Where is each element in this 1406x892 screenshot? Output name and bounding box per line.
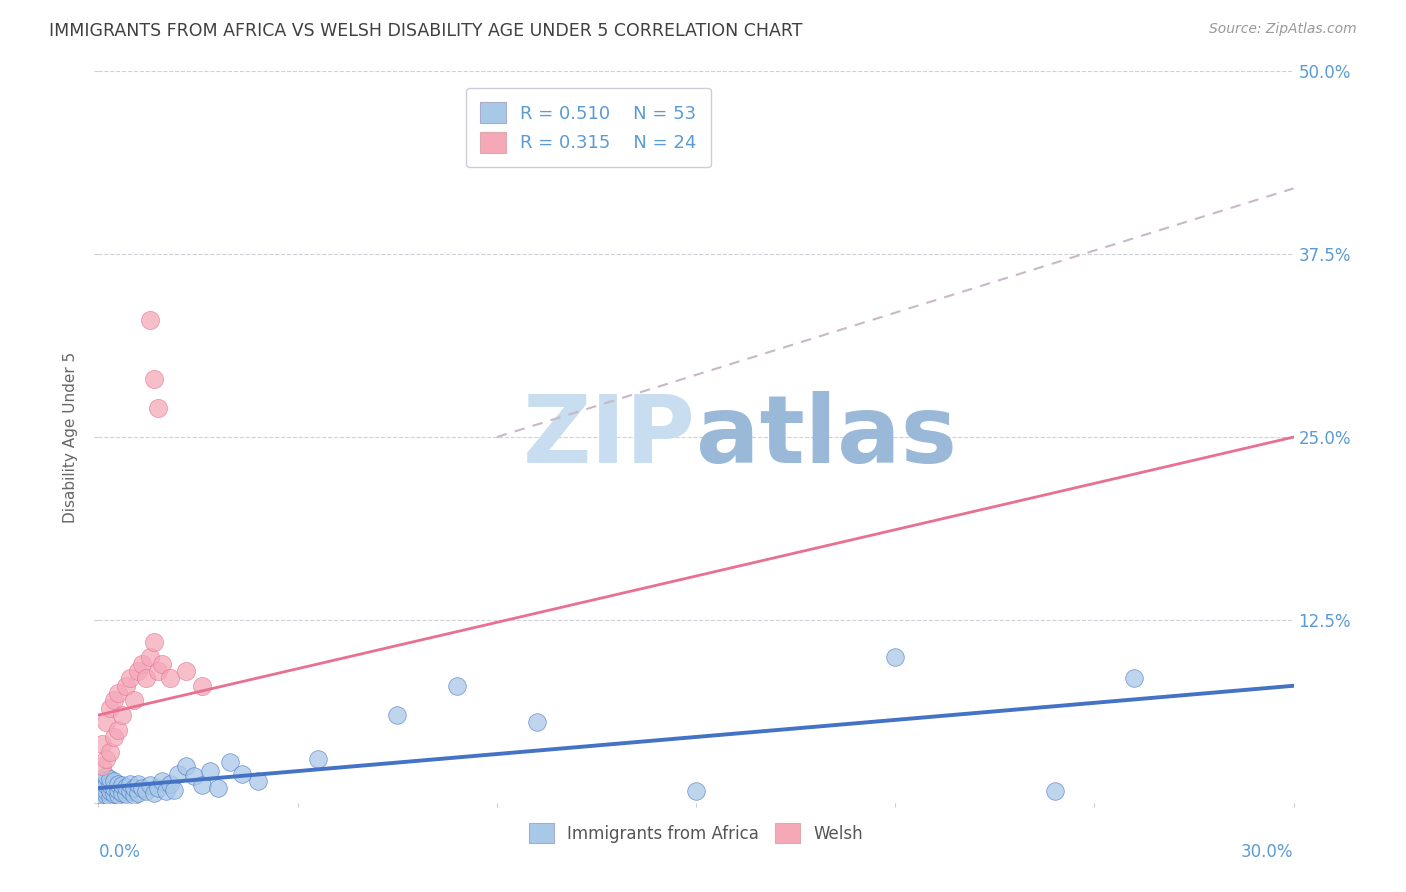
Point	[219, 755, 242, 769]
Point	[685, 784, 707, 798]
Point	[96, 784, 118, 798]
Point	[127, 664, 149, 678]
Point	[884, 649, 907, 664]
Legend: Immigrants from Africa, Welsh: Immigrants from Africa, Welsh	[522, 817, 870, 849]
Point	[174, 759, 197, 773]
Point	[148, 781, 170, 796]
Point	[98, 745, 122, 759]
Point	[107, 686, 129, 700]
Point	[143, 786, 166, 800]
Point	[96, 752, 118, 766]
Point	[143, 635, 166, 649]
Point	[127, 777, 149, 791]
Point	[155, 784, 177, 798]
Point	[191, 778, 214, 792]
Point	[91, 759, 114, 773]
Point	[107, 723, 129, 737]
Point	[131, 781, 153, 796]
Point	[96, 789, 118, 803]
Point	[124, 693, 146, 707]
Point	[120, 777, 142, 791]
Point	[163, 782, 186, 797]
Point	[127, 786, 149, 800]
Point	[159, 672, 181, 686]
Point	[159, 777, 181, 791]
Point	[198, 764, 221, 778]
Point	[103, 693, 125, 707]
Text: 30.0%: 30.0%	[1241, 843, 1294, 861]
Point	[98, 789, 122, 804]
Point	[183, 769, 205, 783]
Point	[98, 784, 122, 798]
Point	[143, 371, 166, 385]
Point	[1043, 784, 1066, 798]
Point	[115, 679, 138, 693]
Point	[111, 786, 134, 800]
Point	[207, 781, 229, 796]
Point	[103, 781, 125, 796]
Point	[91, 737, 114, 751]
Point	[107, 777, 129, 791]
Point	[167, 766, 190, 780]
Point	[124, 781, 146, 796]
Point	[111, 708, 134, 723]
Point	[124, 789, 146, 803]
Text: 0.0%: 0.0%	[98, 843, 141, 861]
Point	[446, 679, 468, 693]
Point	[150, 773, 173, 788]
Point	[135, 672, 157, 686]
Point	[148, 401, 170, 415]
Point	[107, 782, 129, 797]
Point	[307, 752, 329, 766]
Text: atlas: atlas	[696, 391, 957, 483]
Point	[91, 781, 114, 796]
Text: ZIP: ZIP	[523, 391, 696, 483]
Point	[526, 715, 548, 730]
Point	[96, 778, 118, 792]
Point	[91, 789, 114, 803]
Point	[98, 772, 122, 787]
Point	[231, 766, 253, 780]
Point	[111, 778, 134, 792]
Point	[246, 773, 269, 788]
Point	[139, 313, 162, 327]
Point	[107, 789, 129, 803]
Point	[120, 784, 142, 798]
Y-axis label: Disability Age Under 5: Disability Age Under 5	[63, 351, 79, 523]
Point	[191, 679, 214, 693]
Point	[96, 715, 118, 730]
Text: Source: ZipAtlas.com: Source: ZipAtlas.com	[1209, 22, 1357, 37]
Point	[385, 708, 409, 723]
Point	[115, 787, 138, 801]
Point	[115, 780, 138, 794]
Point	[131, 657, 153, 671]
Point	[103, 773, 125, 788]
Point	[148, 664, 170, 678]
Point	[96, 769, 118, 783]
Text: IMMIGRANTS FROM AFRICA VS WELSH DISABILITY AGE UNDER 5 CORRELATION CHART: IMMIGRANTS FROM AFRICA VS WELSH DISABILI…	[49, 22, 803, 40]
Point	[103, 730, 125, 744]
Point	[98, 778, 122, 792]
Point	[91, 773, 114, 788]
Point	[174, 664, 197, 678]
Point	[139, 649, 162, 664]
Point	[150, 657, 173, 671]
Point	[1123, 672, 1146, 686]
Point	[135, 784, 157, 798]
Point	[139, 778, 162, 792]
Point	[98, 700, 122, 714]
Point	[120, 672, 142, 686]
Point	[103, 787, 125, 801]
